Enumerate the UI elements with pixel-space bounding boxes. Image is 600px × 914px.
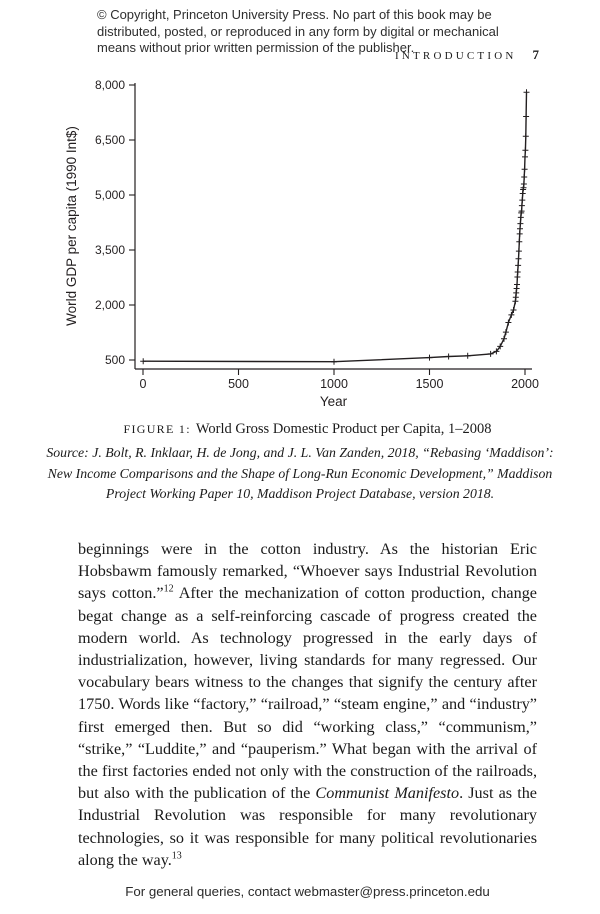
svg-text:3,500: 3,500: [95, 243, 125, 257]
svg-text:1500: 1500: [416, 377, 444, 391]
running-header-title: INTRODUCTION: [394, 50, 517, 62]
footer-note: For general queries, contact webmaster@p…: [125, 884, 490, 899]
svg-text:5,000: 5,000: [95, 188, 125, 202]
copyright-notice: © Copyright, Princeton University Press.…: [97, 7, 499, 56]
figure-caption: FIGURE 1: World Gross Domestic Product pe…: [78, 421, 537, 438]
gdp-chart: 500 2,000 3,500 5,000 6,500 8,000 0 500 1000 1500…: [64, 78, 539, 409]
svg-text:6,500: 6,500: [95, 133, 125, 147]
svg-text:0: 0: [140, 377, 147, 391]
svg-text:World GDP per capita (1990 Int: World GDP per capita (1990 Int$): [64, 126, 79, 326]
svg-text:500: 500: [105, 353, 125, 367]
page-number: 7: [532, 47, 540, 62]
svg-text:2,000: 2,000: [95, 298, 125, 312]
figure-caption-title: World Gross Domestic Product per Capita,…: [195, 421, 492, 437]
svg-text:Year: Year: [320, 394, 348, 409]
figure-caption-label: FIGURE 1:: [123, 422, 191, 436]
svg-text:8,000: 8,000: [95, 78, 125, 92]
svg-text:500: 500: [228, 377, 249, 391]
body-paragraph: beginnings were in the cotton industry. …: [78, 540, 537, 869]
figure-source: Source: J. Bolt, R. Inklaar, H. de Jong,…: [46, 445, 554, 502]
svg-text:1000: 1000: [320, 377, 348, 391]
svg-text:2000: 2000: [511, 377, 539, 391]
running-header: INTRODUCTION 7: [395, 46, 539, 64]
